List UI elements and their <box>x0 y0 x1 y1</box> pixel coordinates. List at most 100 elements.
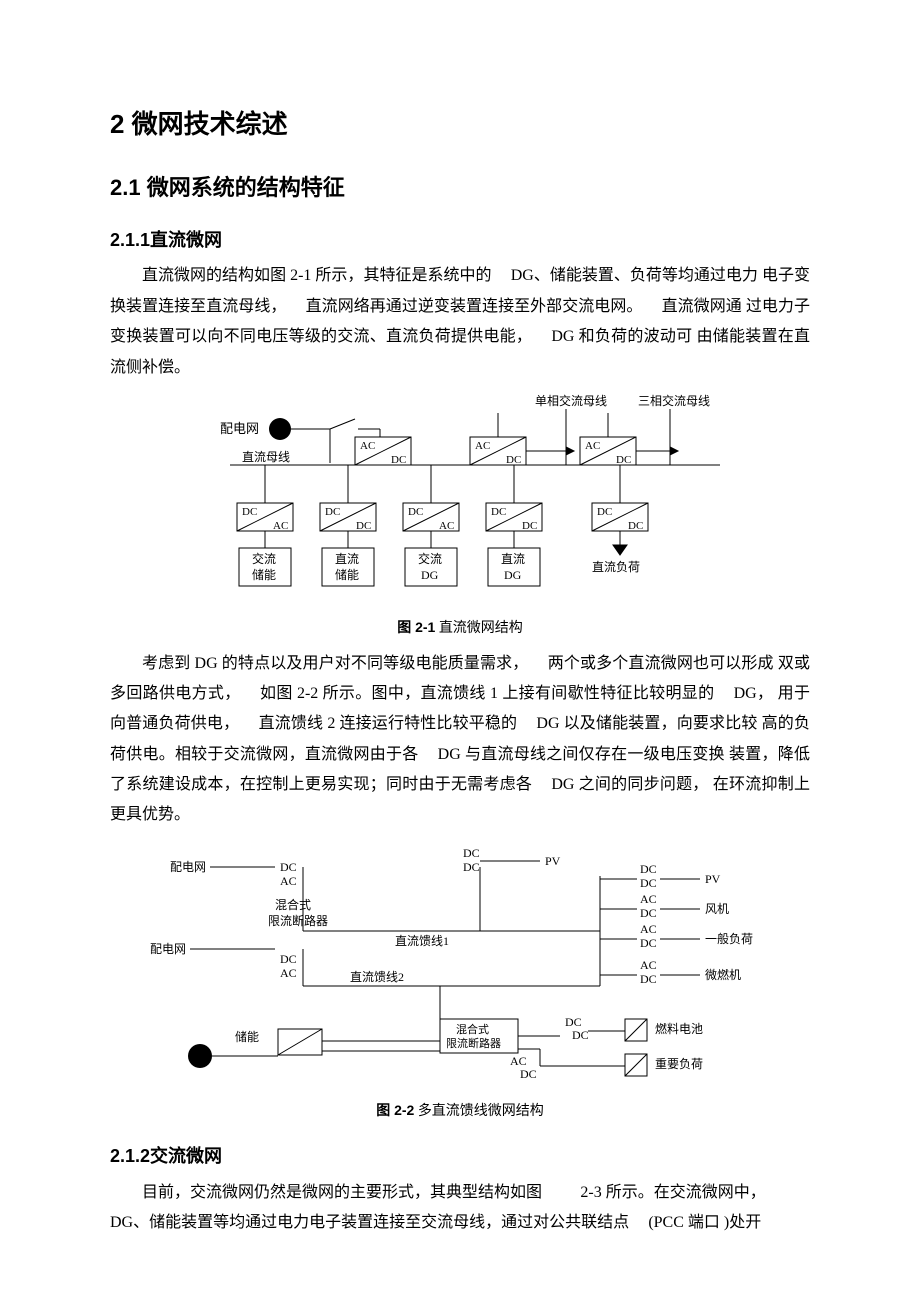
label-storage: 储能 <box>235 1029 259 1044</box>
dcac-box-1: DC AC <box>237 503 293 548</box>
text: (PCC 端口 )处开 <box>648 1214 761 1231</box>
svg-text:DC: DC <box>572 1028 589 1042</box>
svg-text:储能: 储能 <box>335 567 359 582</box>
svg-text:DC: DC <box>463 846 480 860</box>
svg-text:DC: DC <box>640 972 657 986</box>
label-box-dc-dg: 直流 DG <box>488 548 540 586</box>
figure-2-1: 单相交流母线 三相交流母线 配电网 直流母线 AC DC AC DC AC DC <box>180 393 740 608</box>
svg-text:交流: 交流 <box>418 551 442 566</box>
label-single-ac-bus: 单相交流母线 <box>535 393 607 408</box>
svg-text:DC: DC <box>491 506 506 518</box>
svg-text:直流: 直流 <box>335 552 359 566</box>
svg-text:AC: AC <box>640 958 657 972</box>
svg-text:DC: DC <box>640 936 657 950</box>
label-three-ac-bus: 三相交流母线 <box>638 393 710 408</box>
svg-text:DC: DC <box>640 862 657 876</box>
acdc-box-2: AC DC <box>470 413 574 466</box>
label-dc-load: 直流负荷 <box>592 560 640 574</box>
chapter-title: 2 微网技术综述 <box>110 100 810 149</box>
label-wind: 风机 <box>705 902 729 916</box>
svg-text:DC: DC <box>640 876 657 890</box>
acdc-box-1: AC DC <box>355 437 411 466</box>
text: 直流网络再通过逆变装置连接至外部交流电网。 <box>306 298 643 315</box>
label-grid: 配电网 <box>220 421 259 436</box>
svg-text:DC: DC <box>565 1015 582 1029</box>
svg-text:AC: AC <box>360 440 375 452</box>
label-normal-load: 一般负荷 <box>705 931 753 946</box>
svg-text:DC: DC <box>242 506 257 518</box>
svg-text:AC: AC <box>273 520 288 532</box>
svg-text:DC: DC <box>616 454 631 466</box>
svg-text:AC: AC <box>640 892 657 906</box>
svg-text:DC: DC <box>391 454 406 466</box>
dcdc-box-3: DC DC <box>592 503 648 555</box>
svg-text:AC: AC <box>640 922 657 936</box>
svg-text:DG: DG <box>421 568 439 582</box>
label-grid-top: 配电网 <box>170 860 206 874</box>
figure-2-1-caption: 图 2-1 直流微网结构 <box>110 614 810 643</box>
svg-text:AC: AC <box>585 440 600 452</box>
svg-text:DC: DC <box>522 520 537 532</box>
caption-prefix: 图 2-2 <box>376 1102 414 1118</box>
label-hybrid-2: 限流断路器 <box>268 913 328 928</box>
figure-2-2: 配电网 DC AC 配电网 DC AC 混合式 限流断路器 直流馈线1 直流馈线… <box>140 841 780 1091</box>
label-hybrid-1: 混合式 <box>275 897 311 912</box>
svg-text:直流: 直流 <box>501 552 525 566</box>
text: DG 以及储能装置，向要求比较 <box>536 715 757 732</box>
dcdc-box-1: DC DC <box>320 503 376 548</box>
label-fuelcell: 燃料电池 <box>655 1021 703 1036</box>
section-2-1-title: 2.1 微网系统的结构特征 <box>110 167 810 209</box>
label-critical-load: 重要负荷 <box>655 1057 703 1071</box>
text: 2-3 所示。在交流微网中， <box>580 1184 765 1201</box>
figure-2-2-caption: 图 2-2 多直流馈线微网结构 <box>110 1097 810 1126</box>
label-box-ac-storage: 交流 储能 <box>239 548 291 586</box>
text: 目前，交流微网仍然是微网的主要形式，其典型结构如图 <box>142 1184 542 1201</box>
text: DG， <box>734 685 774 702</box>
subsection-2-1-2-title: 2.1.2交流微网 <box>110 1139 810 1173</box>
svg-text:AC: AC <box>280 966 297 980</box>
svg-text:AC: AC <box>510 1054 527 1068</box>
text: DG 和负荷的波动可 <box>551 328 692 345</box>
label-pv-1: PV <box>545 854 561 868</box>
text: 直流微网通 <box>662 298 742 315</box>
dcac-box-2: DC AC <box>403 503 459 548</box>
text: 考虑到 DG 的特点以及用户对不同等级电能质量需求， <box>142 655 528 672</box>
text: DG 之间的同步问题， <box>551 776 708 793</box>
svg-text:AC: AC <box>439 520 454 532</box>
label-hybrid-box-2: 限流断路器 <box>446 1036 501 1050</box>
text: 直流微网的结构如图 2-1 所示，其特征是系统中的 <box>142 267 492 284</box>
text: DG 与直流母线之间仅存在一级电压变换 <box>438 746 725 763</box>
svg-text:AC: AC <box>475 440 490 452</box>
para-1: 直流微网的结构如图 2-1 所示，其特征是系统中的 DG、储能装置、负荷等均通过电… <box>110 261 810 383</box>
label-grid-bottom: 配电网 <box>150 942 186 956</box>
label-dc-bus: 直流母线 <box>242 450 290 464</box>
svg-text:DC: DC <box>520 1067 537 1081</box>
svg-text:DC: DC <box>463 860 480 874</box>
svg-text:AC: AC <box>280 874 297 888</box>
text: DG、储能装置等均通过电力电子装置连接至交流母线，通过对公共联结点 <box>110 1214 629 1231</box>
svg-text:DC: DC <box>408 506 423 518</box>
svg-text:DC: DC <box>280 952 297 966</box>
label-feeder-2: 直流馈线2 <box>350 970 404 984</box>
svg-text:DC: DC <box>597 506 612 518</box>
svg-text:DG: DG <box>504 568 522 582</box>
para-3: 目前，交流微网仍然是微网的主要形式，其典型结构如图 2-3 所示。在交流微网中， <box>110 1178 810 1208</box>
label-box-dc-storage: 直流 储能 <box>322 548 374 586</box>
svg-text:储能: 储能 <box>252 567 276 582</box>
subsection-2-1-1-title: 2.1.1直流微网 <box>110 223 810 257</box>
caption-prefix: 图 2-1 <box>397 619 435 635</box>
svg-text:交流: 交流 <box>252 551 276 566</box>
text: DG、储能装置、负荷等均通过电力 <box>511 267 758 284</box>
text: 如图 2-2 所示。图中，直流馈线 1 上接有间歇性特征比较明显的 <box>260 685 715 702</box>
svg-text:DC: DC <box>280 860 297 874</box>
label-box-ac-dg: 交流 DG <box>405 548 457 586</box>
svg-text:DC: DC <box>325 506 340 518</box>
label-pv-2: PV <box>705 872 721 886</box>
caption-text: 直流微网结构 <box>435 621 523 636</box>
para-3b: DG、储能装置等均通过电力电子装置连接至交流母线，通过对公共联结点 (PCC 端口… <box>110 1208 810 1238</box>
svg-text:DC: DC <box>356 520 371 532</box>
label-hybrid-box-1: 混合式 <box>456 1022 489 1036</box>
svg-text:DC: DC <box>628 520 643 532</box>
svg-text:DC: DC <box>506 454 521 466</box>
label-feeder-1: 直流馈线1 <box>395 934 449 948</box>
